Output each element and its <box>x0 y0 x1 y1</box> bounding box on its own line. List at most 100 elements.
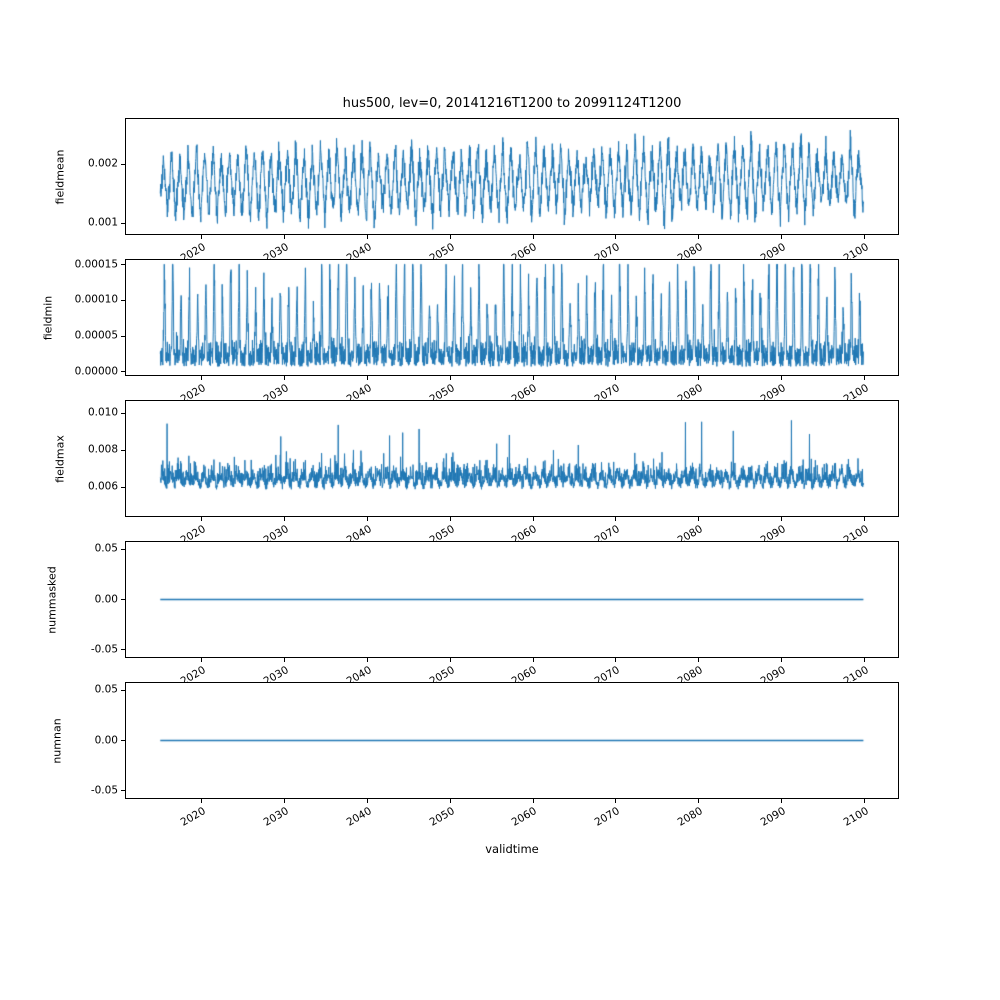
y-tick-label: -0.05 <box>90 643 118 656</box>
x-tickmark <box>367 235 369 239</box>
x-tick-label: 2050 <box>427 805 457 829</box>
x-tick-label: 2070 <box>592 805 622 829</box>
y-tickmark <box>121 163 125 165</box>
y-tickmark <box>121 449 125 451</box>
ylabel-fieldmin: fieldmin <box>41 295 55 340</box>
x-tick-label: 2060 <box>509 805 540 829</box>
y-tickmark <box>121 264 125 266</box>
x-tickmark <box>201 517 203 521</box>
x-tickmark <box>367 658 369 662</box>
x-tick-label: 2080 <box>675 805 705 829</box>
numnan-line-plot <box>126 683 898 798</box>
fieldmin-line-plot <box>126 260 898 375</box>
x-tickmark <box>615 235 617 239</box>
x-tickmark <box>698 517 700 521</box>
y-tickmark <box>121 740 125 741</box>
x-tickmark <box>780 799 782 803</box>
x-tickmark <box>367 517 369 521</box>
x-tickmark <box>615 799 617 803</box>
y-tickmark <box>121 299 125 301</box>
y-tick-label: 0.010 <box>87 406 118 419</box>
x-tickmark <box>201 658 203 662</box>
subplot-fieldmean <box>125 118 899 235</box>
x-tickmark <box>615 517 617 521</box>
y-tick-label: 0.008 <box>87 443 118 456</box>
x-tickmark <box>449 376 451 380</box>
x-tickmark <box>615 658 617 662</box>
subplot-fieldmax <box>125 400 899 517</box>
x-tickmark <box>532 517 534 521</box>
x-tickmark <box>863 376 865 380</box>
x-tickmark <box>780 376 782 380</box>
x-tickmark <box>780 235 782 239</box>
x-tickmark <box>863 517 865 521</box>
y-tickmark <box>121 548 125 550</box>
x-tick-label: 2020 <box>178 805 208 829</box>
x-tickmark <box>284 235 286 239</box>
y-tickmark <box>121 371 125 373</box>
x-tickmark <box>449 658 451 662</box>
x-tickmark <box>863 658 865 662</box>
x-tickmark <box>449 235 451 239</box>
ylabel-fieldmax: fieldmax <box>53 434 67 483</box>
y-tick-label: 0.00 <box>94 733 118 746</box>
y-tick-label: -0.05 <box>90 784 118 797</box>
y-tick-label: 0.00000 <box>74 365 118 378</box>
x-tickmark <box>449 799 451 803</box>
x-tickmark <box>532 235 534 239</box>
x-tickmark <box>201 235 203 239</box>
x-tickmark <box>201 376 203 380</box>
x-tickmark <box>367 376 369 380</box>
figure-title: hus500, lev=0, 20141216T1200 to 20991124… <box>342 96 682 111</box>
x-axis-label: validtime <box>485 842 539 856</box>
x-tickmark <box>284 799 286 803</box>
nummasked-line-plot <box>126 542 898 657</box>
y-tick-label: 0.00010 <box>74 293 118 306</box>
y-tickmark <box>121 790 125 792</box>
x-tick-label: 2090 <box>758 805 788 829</box>
ylabel-nummasked: nummasked <box>45 565 59 634</box>
x-tick-label: 2030 <box>261 805 291 829</box>
x-tickmark <box>449 517 451 521</box>
x-tickmark <box>780 658 782 662</box>
y-tickmark <box>121 335 125 337</box>
x-tickmark <box>698 376 700 380</box>
x-tickmark <box>698 235 700 239</box>
y-tickmark <box>121 689 125 691</box>
y-tick-label: 0.001 <box>87 216 118 229</box>
x-tickmark <box>863 235 865 239</box>
x-tickmark <box>284 517 286 521</box>
subplot-nummasked <box>125 541 899 658</box>
y-tick-label: 0.00005 <box>74 329 118 342</box>
fieldmean-line-plot <box>126 119 898 234</box>
x-tickmark <box>780 517 782 521</box>
x-tickmark <box>367 799 369 803</box>
y-tick-label: 0.00015 <box>74 258 118 271</box>
fieldmax-line-plot <box>126 401 898 516</box>
y-tickmark <box>121 412 125 414</box>
x-tick-label: 2040 <box>344 805 374 829</box>
x-tickmark <box>532 658 534 662</box>
ylabel-fieldmean: fieldmean <box>53 149 67 204</box>
x-tick-label: 2100 <box>841 805 871 829</box>
y-tick-label: 0.002 <box>87 157 118 170</box>
y-tick-label: 0.05 <box>94 683 118 696</box>
y-tickmark <box>121 486 125 488</box>
x-tickmark <box>532 799 534 803</box>
y-tick-label: 0.00 <box>94 592 118 605</box>
y-tickmark <box>121 649 125 651</box>
x-tickmark <box>698 799 700 803</box>
x-tickmark <box>532 376 534 380</box>
x-tickmark <box>201 799 203 803</box>
subplot-fieldmin <box>125 259 899 376</box>
y-tickmark <box>121 222 125 224</box>
x-tickmark <box>615 376 617 380</box>
x-tickmark <box>863 799 865 803</box>
ylabel-numnan: numnan <box>50 717 64 764</box>
y-tickmark <box>121 599 125 600</box>
y-tick-label: 0.006 <box>87 480 118 493</box>
subplot-numnan <box>125 682 899 799</box>
x-tickmark <box>284 658 286 662</box>
x-tickmark <box>698 658 700 662</box>
